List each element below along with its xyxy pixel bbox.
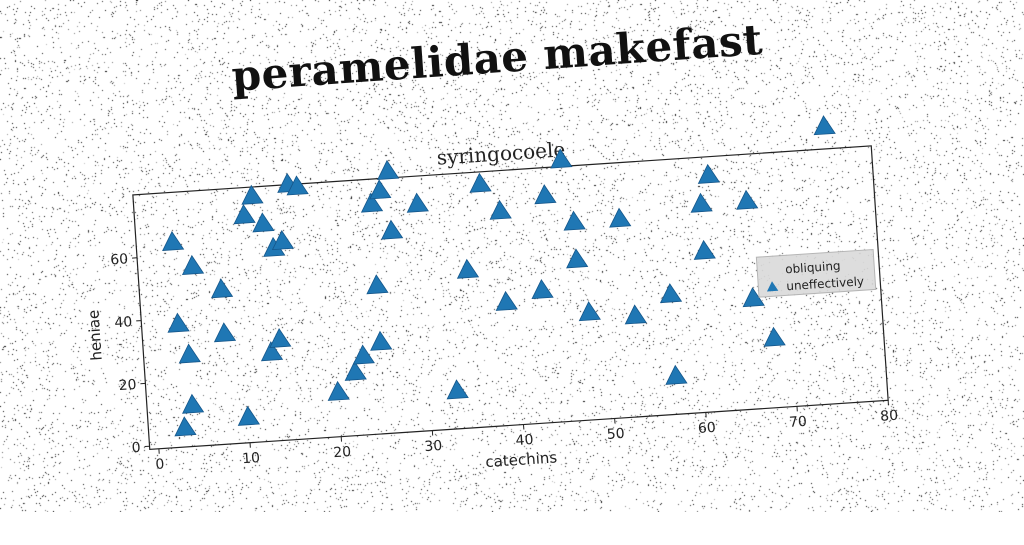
x-tick-label: 80 xyxy=(880,408,899,425)
data-point-triangle xyxy=(181,394,203,413)
data-point-triangle xyxy=(563,211,585,230)
chart-subtitle: syringocoele xyxy=(436,137,566,169)
data-point-triangle xyxy=(665,365,687,384)
data-point-triangle xyxy=(763,327,785,346)
data-point-triangle xyxy=(566,248,588,267)
x-axis-label: catechins xyxy=(485,448,558,471)
data-point-triangle xyxy=(370,331,392,350)
data-point-triangle xyxy=(659,283,681,302)
data-point-triangle xyxy=(233,204,255,223)
y-tick-label: 60 xyxy=(110,251,129,268)
data-point-triangle xyxy=(469,173,491,192)
data-point-triangle xyxy=(377,160,399,179)
data-point-triangle xyxy=(609,208,631,227)
y-tick-label: 40 xyxy=(114,314,133,331)
data-point-triangle xyxy=(813,115,835,134)
data-point-triangle xyxy=(531,279,553,298)
x-tick-label: 0 xyxy=(155,456,165,473)
data-point-triangle xyxy=(406,193,428,212)
data-point-triangle xyxy=(624,304,646,323)
data-point-triangle xyxy=(167,313,189,332)
data-point-triangle xyxy=(690,193,712,212)
data-point-triangle xyxy=(366,274,388,293)
x-tick-label: 20 xyxy=(333,444,352,461)
x-tick-label: 60 xyxy=(697,420,716,437)
data-point-triangle xyxy=(693,240,715,259)
data-point-triangle xyxy=(162,231,184,250)
data-point-triangle xyxy=(174,416,196,435)
data-point-triangle xyxy=(736,190,758,209)
x-tick-label: 50 xyxy=(606,426,625,443)
x-tick-label: 40 xyxy=(515,432,534,449)
data-point-triangle xyxy=(489,200,511,219)
data-point-triangle xyxy=(269,328,291,347)
data-point-triangle xyxy=(456,259,478,278)
data-point-triangle xyxy=(369,179,391,198)
x-tick-label: 70 xyxy=(789,414,808,431)
data-point-triangle xyxy=(181,255,203,274)
data-point-triangle xyxy=(446,379,468,398)
data-point-triangle xyxy=(213,322,235,341)
data-point-triangle xyxy=(380,220,402,239)
data-point-triangle xyxy=(495,291,517,310)
data-point-triangle xyxy=(534,184,556,203)
x-tick-label: 10 xyxy=(242,450,261,467)
y-tick-label: 20 xyxy=(118,377,137,394)
data-point-triangle xyxy=(578,301,600,320)
data-point-triangle xyxy=(178,344,200,363)
data-point-triangle xyxy=(697,164,719,183)
x-tick-label: 30 xyxy=(424,438,443,455)
data-point-triangle xyxy=(327,381,349,400)
data-point-triangle xyxy=(352,345,374,364)
data-point-triangle xyxy=(210,278,232,297)
y-tick-label: 0 xyxy=(131,440,141,457)
data-point-triangle xyxy=(237,406,259,425)
y-axis-label: heniae xyxy=(84,309,105,361)
plot-frame xyxy=(133,146,888,449)
